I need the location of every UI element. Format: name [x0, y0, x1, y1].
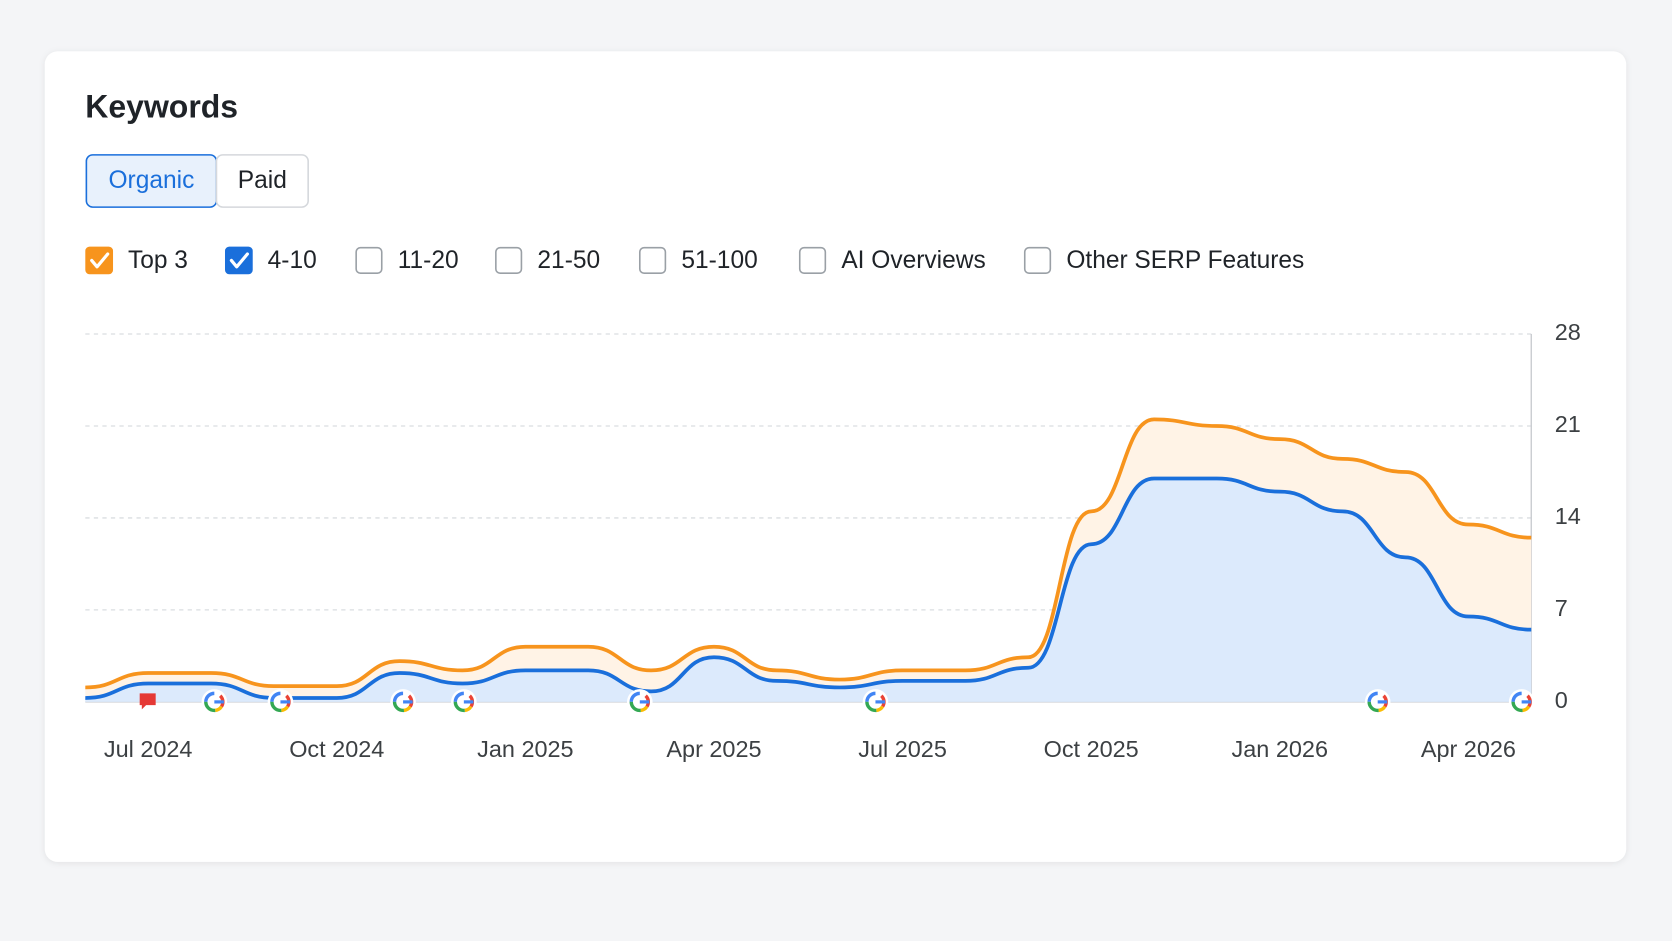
- tab-label[interactable]: Paid: [238, 167, 287, 194]
- note-flag: [139, 693, 156, 710]
- checkbox[interactable]: [495, 246, 523, 275]
- checkbox[interactable]: [224, 246, 253, 275]
- checkbox[interactable]: [355, 246, 383, 275]
- checkbox-label[interactable]: AI Overviews: [841, 247, 985, 274]
- google-update-icon: [392, 691, 414, 713]
- tab-group: Organic Paid: [85, 154, 309, 208]
- y-tick-label: 0: [1555, 687, 1568, 713]
- google-update-icon: [453, 691, 475, 713]
- x-tick-label: Jan 2026: [1232, 736, 1328, 762]
- google-update-icon: [865, 691, 886, 713]
- card-title: Keywords: [85, 88, 238, 124]
- checkbox[interactable]: [85, 246, 114, 275]
- google-update-icon: [392, 691, 414, 713]
- x-tick-label: Oct 2025: [1044, 736, 1139, 762]
- line: [85, 476, 1532, 700]
- google-update-icon: [270, 691, 291, 713]
- x-tick-label: Apr 2026: [1421, 736, 1516, 762]
- checkbox-label[interactable]: Other SERP Features: [1066, 247, 1304, 274]
- check-mark: [229, 252, 249, 269]
- checkbox-label[interactable]: 4-10: [268, 247, 317, 274]
- google-update-icon: [204, 691, 225, 713]
- tab-label[interactable]: Organic: [108, 167, 194, 194]
- x-tick-label: Jul 2025: [858, 736, 947, 762]
- google-update-icon: [204, 691, 225, 713]
- google-update-icon: [453, 691, 475, 713]
- google-update-icon: [629, 691, 651, 713]
- tab[interactable]: [215, 154, 309, 208]
- x-tick-label: Jul 2024: [104, 736, 193, 762]
- y-tick-label: 28: [1555, 319, 1581, 345]
- filter-row: Top 3 4-10 11-20 21-50 51-100 AI Overviews Oth…: [85, 246, 1304, 275]
- checkbox[interactable]: [638, 246, 667, 275]
- y-tick-label: 7: [1555, 595, 1568, 621]
- google-update-icon: [1367, 691, 1388, 713]
- google-update-icon: [629, 691, 651, 713]
- x-tick-label: Oct 2024: [289, 736, 384, 762]
- google-update-icon: [865, 691, 886, 713]
- x-tick-label: Jan 2025: [477, 736, 573, 762]
- checkbox[interactable]: [1023, 246, 1052, 275]
- chart: 0 7 14 21 28 Jul 2024 Oct 2024 Jan 2025 Apr 2025…: [85, 319, 1581, 762]
- google-update-icon: [270, 691, 291, 713]
- checkbox-label[interactable]: Top 3: [128, 247, 188, 274]
- checkbox[interactable]: [798, 246, 827, 275]
- checkbox-label[interactable]: 51-100: [681, 247, 757, 274]
- google-update-icon: [1511, 691, 1532, 713]
- checkbox-label[interactable]: 21-50: [537, 247, 600, 274]
- check-mark: [90, 252, 110, 269]
- checkbox-label[interactable]: 11-20: [398, 247, 459, 274]
- x-tick-label: Apr 2025: [666, 736, 761, 762]
- google-update-icon: [1367, 691, 1388, 713]
- area: [85, 478, 1532, 702]
- y-tick-label: 14: [1555, 503, 1581, 529]
- y-tick-label: 21: [1555, 411, 1581, 437]
- google-update-icon: [1511, 691, 1532, 713]
- line: [85, 417, 1532, 690]
